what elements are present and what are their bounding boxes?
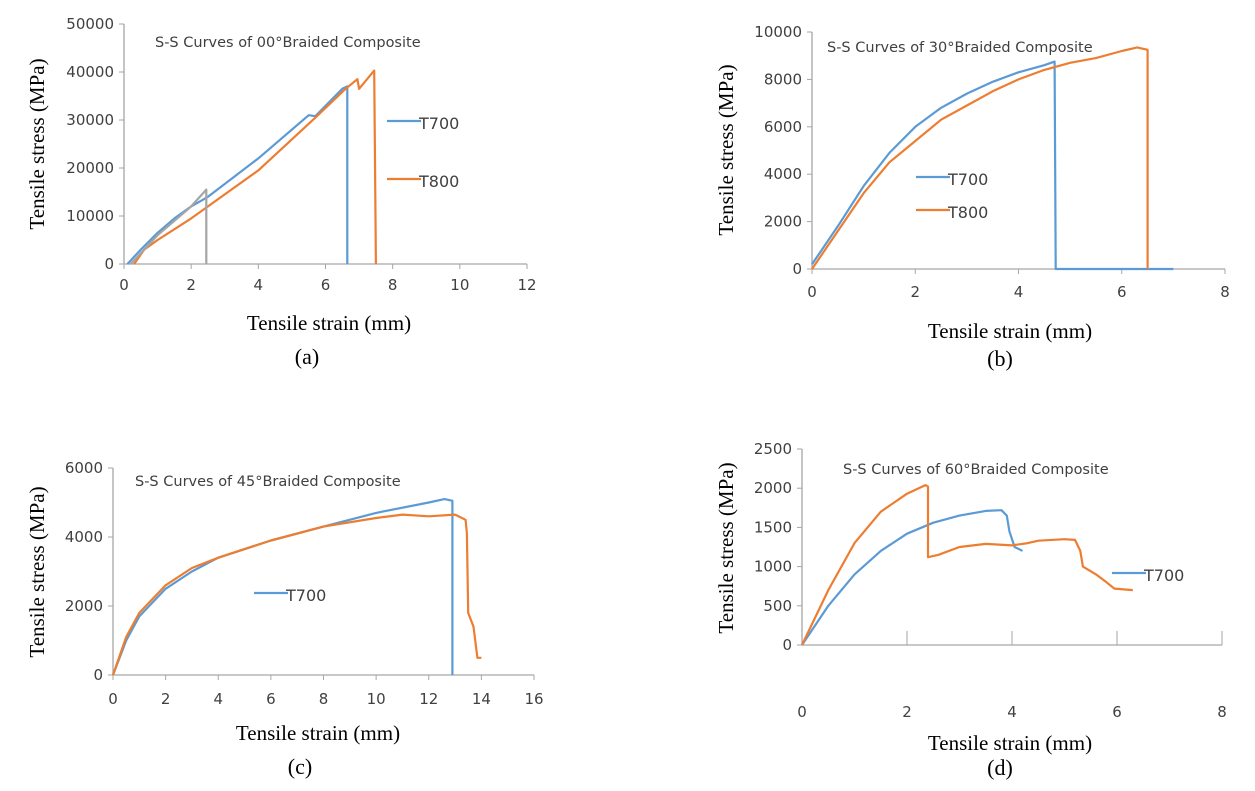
x-tick-label: 4: [1007, 703, 1017, 721]
panel-c: 0 2000 4000 6000 0 2 4 6 8 10 12 14 16 T700 S-S Curves…: [25, 459, 544, 779]
x-tick-label: 6: [1112, 703, 1122, 721]
panel-caption: (d): [987, 755, 1013, 780]
x-tick-label: 10: [367, 690, 386, 708]
y-tick-label: 0: [93, 666, 103, 684]
panel-d: 0 500 1000 1500 2000 2500 0 2 4 6 8 T700 S-S Curves …: [714, 440, 1227, 780]
x-tick-label: 12: [419, 690, 438, 708]
x-tick-label: 14: [472, 690, 491, 708]
x-tick-label: 8: [1217, 703, 1227, 721]
x-tick-label: 8: [319, 690, 329, 708]
legend-item-t700: T700: [387, 114, 459, 133]
y-tick-label: 0: [792, 260, 802, 278]
legend-item-t800: T800: [916, 203, 988, 222]
y-tick-label: 6000: [65, 459, 103, 477]
panel-caption: (c): [288, 754, 312, 779]
y-tick-label: 1500: [754, 518, 792, 536]
panel-caption: (b): [987, 346, 1013, 371]
y-tick-label: 2500: [754, 440, 792, 458]
x-axis-label: Tensile strain (mm): [236, 721, 400, 745]
x-tick-label: 6: [321, 276, 331, 294]
chart-title: S-S Curves of 30°Braided Composite: [827, 40, 1093, 56]
y-axis-label: Tensile stress (MPa): [714, 64, 738, 235]
y-axis-label: Tensile stress (MPa): [714, 462, 738, 633]
legend-label: T700: [418, 114, 459, 133]
legend-item-t700: T700: [916, 170, 988, 189]
panel-b: 0 2000 4000 6000 8000 10000 0 2 4 6 8 T700 T800 S-S C…: [714, 23, 1230, 371]
x-tick-label: 6: [266, 690, 276, 708]
series-line-unlabeled-1: [111, 513, 482, 676]
x-tick-label: 8: [1220, 283, 1230, 301]
y-tick-label: 6000: [764, 118, 802, 136]
x-tick-label: 0: [119, 276, 129, 294]
panel-caption: (a): [295, 344, 319, 369]
x-axis-label: Tensile strain (mm): [928, 731, 1092, 755]
y-tick-label: 4000: [65, 528, 103, 546]
series-line-t800: [811, 46, 1149, 270]
chart-title: S-S Curves of 45°Braided Composite: [135, 474, 401, 490]
y-tick-label: 1000: [754, 558, 792, 576]
y-tick-label: 0: [782, 636, 792, 654]
legend-label: T800: [418, 172, 459, 191]
x-tick-label: 2: [902, 703, 912, 721]
x-tick-label: 10: [450, 276, 469, 294]
legend-label: T700: [285, 586, 326, 605]
y-tick-label: 0: [104, 255, 114, 273]
x-tick-label: 6: [1117, 283, 1127, 301]
x-tick-label: 0: [807, 283, 817, 301]
series-line-t800: [133, 69, 377, 265]
y-tick-label: 2000: [764, 213, 802, 231]
x-tick-label: 0: [108, 690, 118, 708]
x-tick-label: 8: [388, 276, 398, 294]
x-tick-label: 16: [524, 690, 543, 708]
series-line-t700: [811, 60, 1174, 271]
chart-title: S-S Curves of 00°Braided Composite: [155, 35, 421, 51]
y-tick-label: 50000: [66, 15, 114, 33]
y-tick-label: 40000: [66, 63, 114, 81]
y-axis-label: Tensile stress (MPa): [25, 58, 49, 229]
x-axis-label: Tensile strain (mm): [247, 311, 411, 335]
series-line-t700: [801, 509, 1023, 646]
x-tick-label: 12: [517, 276, 536, 294]
legend-item-t700: T700: [254, 586, 326, 605]
x-tick-label: 2: [186, 276, 196, 294]
y-tick-label: 10000: [66, 207, 114, 225]
y-axis-label: Tensile stress (MPa): [25, 486, 49, 657]
x-tick-label: 0: [797, 703, 807, 721]
legend-label: T800: [947, 203, 988, 222]
y-tick-label: 30000: [66, 111, 114, 129]
x-tick-label: 2: [910, 283, 920, 301]
x-tick-label: 4: [254, 276, 264, 294]
x-tick-label: 4: [213, 690, 223, 708]
y-tick-label: 2000: [65, 597, 103, 615]
y-tick-label: 500: [763, 597, 792, 615]
panel-a: 0 10000 20000 30000 40000 50000 0 2 4 6 8 10 12 T700 T…: [25, 15, 537, 369]
y-tick-label: 2000: [754, 479, 792, 497]
series-line-unlabeled-1: [801, 484, 1133, 646]
y-tick-label: 4000: [764, 165, 802, 183]
legend-item-t800: T800: [387, 172, 459, 191]
legend-label: T700: [1143, 566, 1184, 585]
series-line-t700: [126, 85, 349, 265]
y-tick-label: 20000: [66, 159, 114, 177]
legend-item-t700: T700: [1112, 566, 1184, 585]
y-tick-label: 8000: [764, 70, 802, 88]
x-tick-label: 4: [1014, 283, 1024, 301]
x-axis-label: Tensile strain (mm): [928, 319, 1092, 343]
y-tick-label: 10000: [754, 23, 802, 41]
chart-title: S-S Curves of 60°Braided Composite: [843, 462, 1109, 478]
series-line-unlabeled-2: [129, 188, 208, 265]
legend-label: T700: [947, 170, 988, 189]
x-tick-label: 2: [161, 690, 171, 708]
